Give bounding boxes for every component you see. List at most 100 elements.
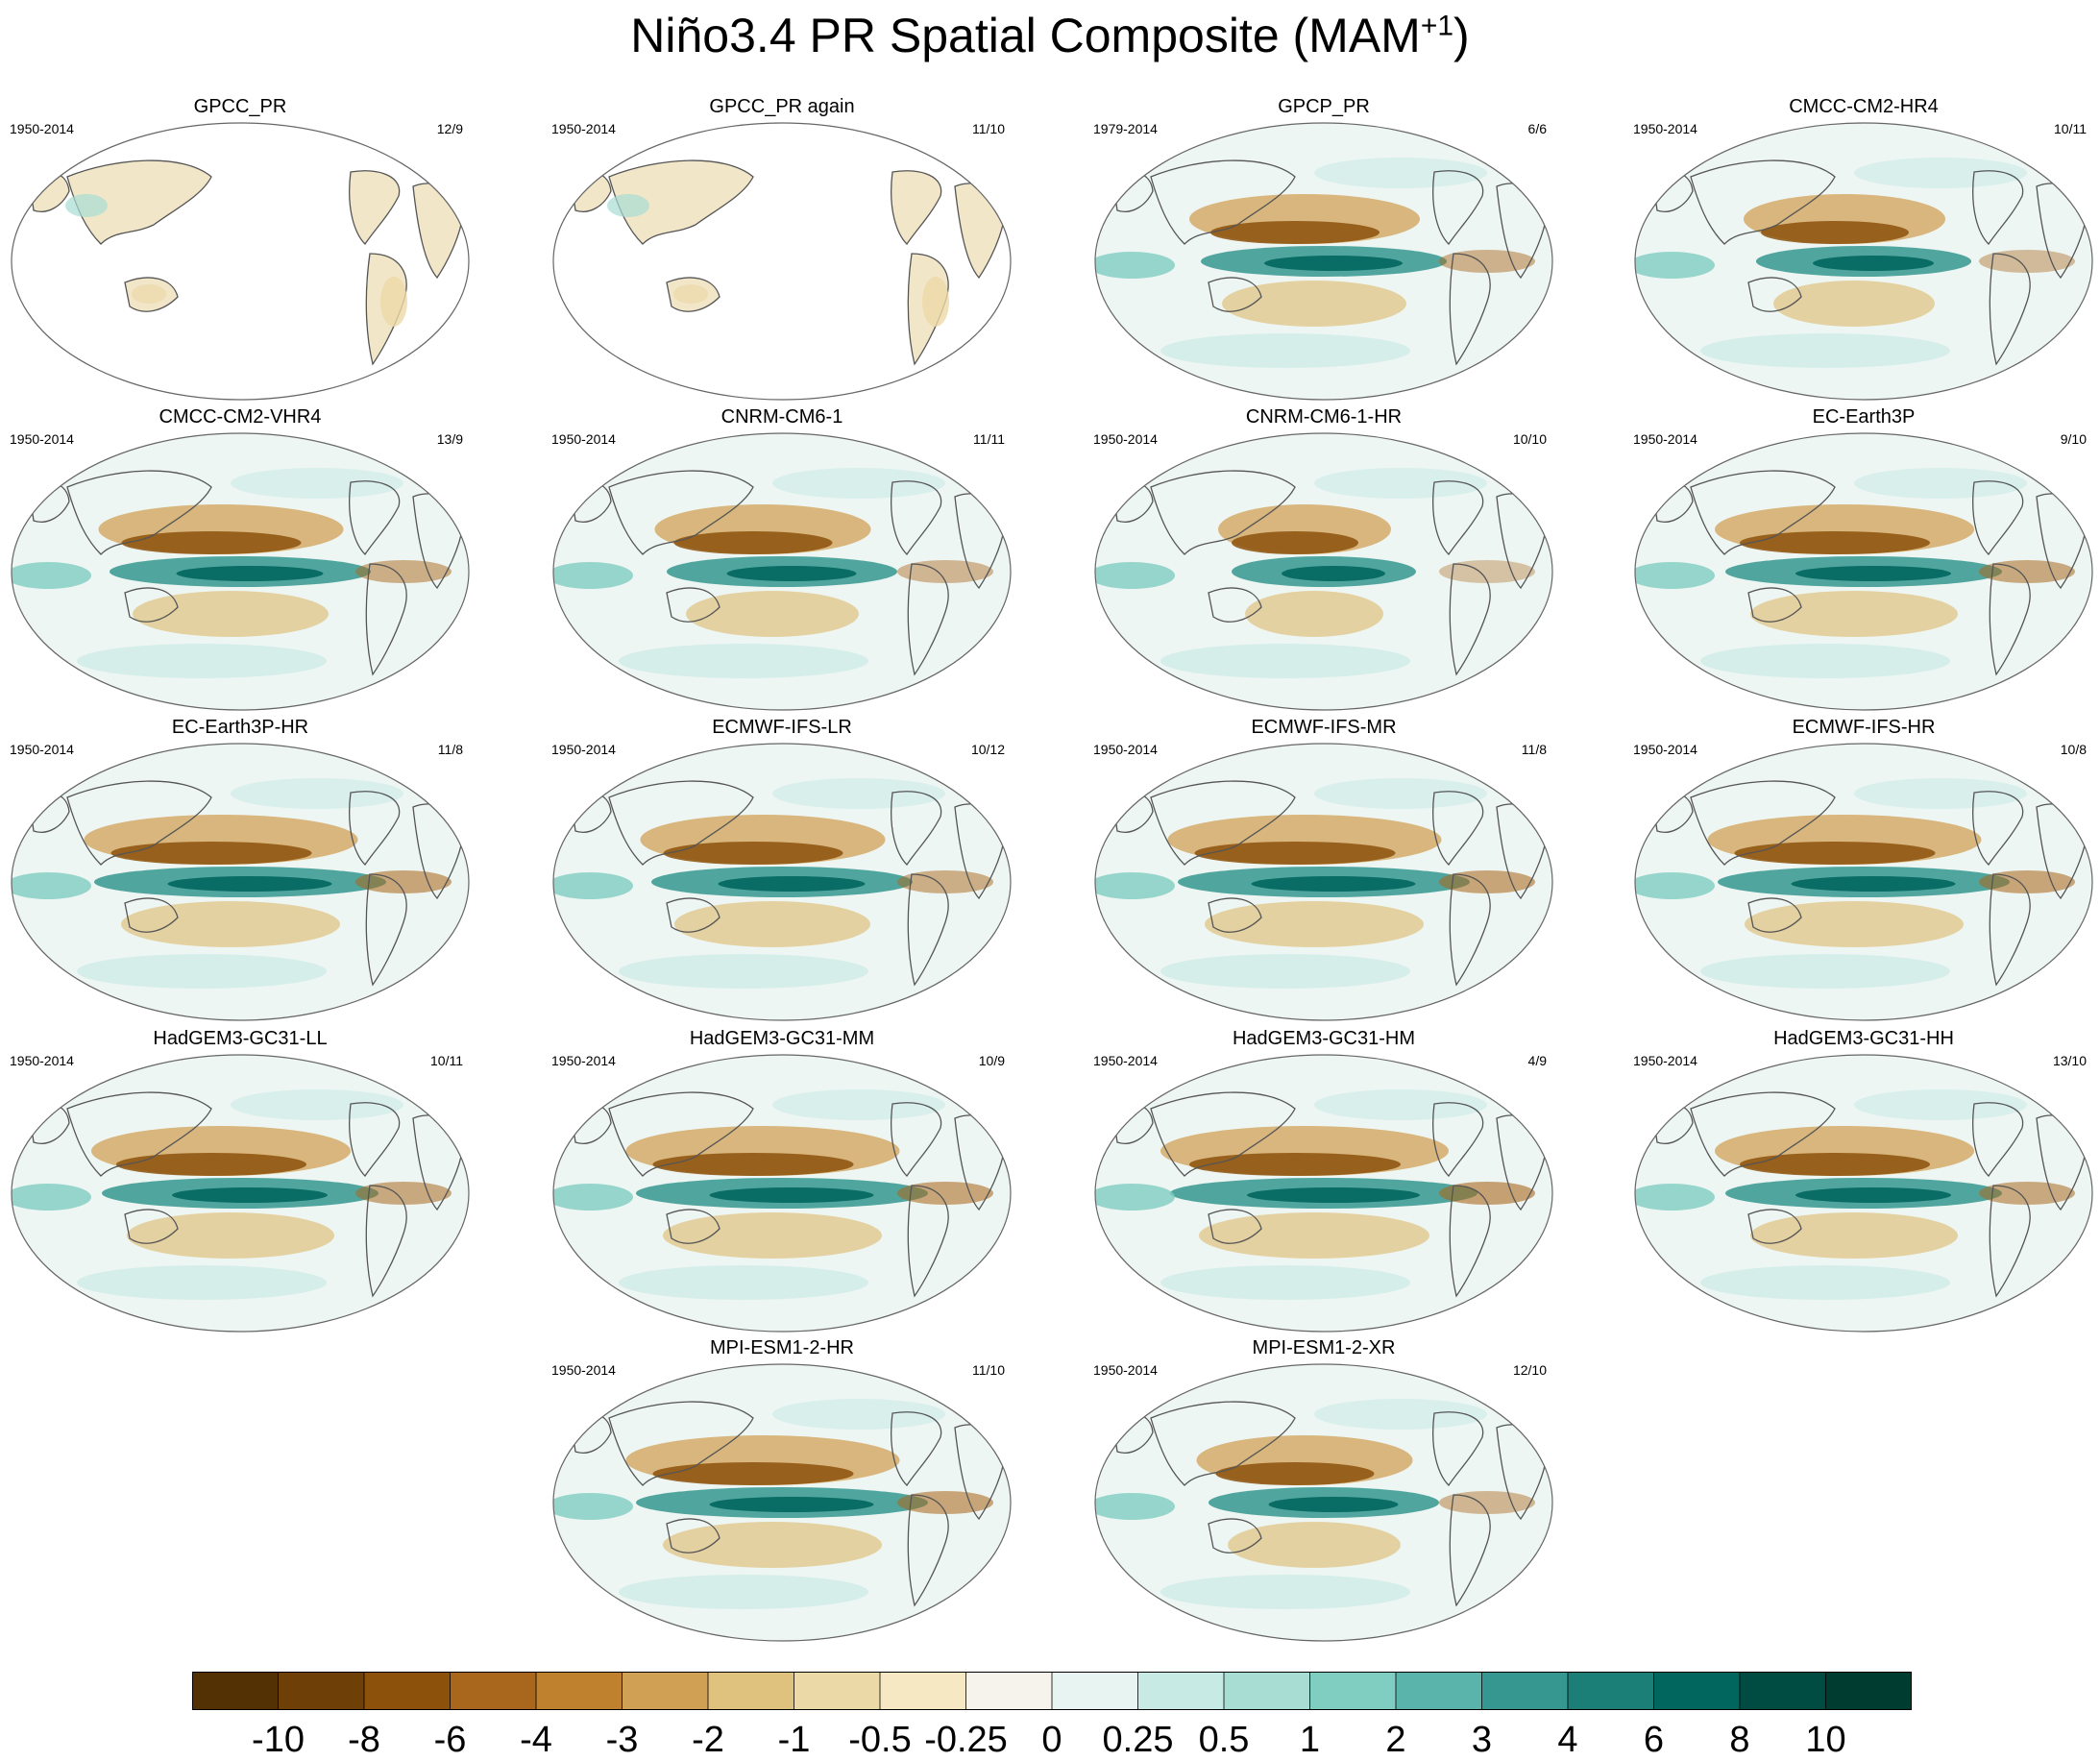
wet-indian-ocean (1635, 1184, 1715, 1211)
dry-band-south (133, 591, 329, 637)
wet-southern-band (77, 954, 327, 989)
map-background (12, 123, 469, 400)
wet-southern-band (1700, 954, 1950, 989)
wet-core-equator (167, 876, 332, 892)
continent-outline (891, 170, 942, 246)
continent-outline (1972, 1102, 2024, 1178)
wet-core-equator (172, 1187, 328, 1203)
panel-years: 1950-2014 (1633, 742, 1697, 757)
map-panel: MPI-ESM1-2-XR 1950-2014 12/10 (1093, 1337, 1564, 1645)
panel-years: 1950-2014 (10, 742, 74, 757)
dry-atlantic (355, 1182, 452, 1205)
map-projection (552, 1363, 1012, 1642)
wet-southern-band (77, 644, 327, 678)
continent-outline (891, 1411, 942, 1487)
continent-outline (66, 780, 212, 866)
wet-northern-band (772, 468, 945, 499)
continent-outline (1208, 897, 1262, 933)
colorbar-tick-label: -3 (605, 1720, 639, 1760)
colorbar-swatch (1309, 1672, 1397, 1710)
dry-core-north (673, 531, 833, 554)
colorbar-tick-label: -2 (692, 1720, 724, 1760)
dry-atlantic (897, 560, 993, 583)
colorbar-tick-label: -1 (777, 1720, 811, 1760)
panel-event-counts: 10/10 (1512, 431, 1547, 447)
wet-core-equator (709, 1187, 874, 1203)
land-anomaly (132, 284, 166, 304)
colorbar-swatch (278, 1672, 365, 1710)
dry-band-south (121, 901, 340, 947)
dry-band-south (1199, 1212, 1429, 1259)
map-panel: EC-Earth3P 1950-2014 9/10 (1633, 406, 2100, 714)
continent-outline (1432, 1102, 1484, 1178)
colorbar-swatch (1396, 1672, 1482, 1710)
continent-outline (1747, 897, 1802, 933)
colorbar-tick-label: -8 (348, 1720, 380, 1760)
continent-outline (1150, 470, 1296, 555)
colorbar-tick-label: 4 (1557, 1720, 1578, 1760)
continent-outline (891, 1102, 942, 1178)
colorbar-swatch (1481, 1672, 1569, 1710)
dry-band-south (663, 1522, 882, 1568)
colorbar-swatch (794, 1672, 881, 1710)
continent-outline (907, 1494, 949, 1607)
map-border (1634, 432, 2093, 711)
map-projection (11, 743, 470, 1021)
continent-outline (907, 873, 949, 987)
dry-core-north (1215, 1462, 1375, 1485)
dry-atlantic (1979, 250, 2075, 273)
continent-outline (66, 470, 212, 555)
continent-outline (66, 159, 212, 245)
map-background (553, 123, 1011, 400)
map-projection (11, 432, 470, 711)
map-projection (552, 432, 1012, 711)
panel-event-counts: 13/9 (436, 431, 463, 447)
wet-northern-band (231, 778, 403, 809)
colorbar-swatch (1137, 1672, 1225, 1710)
panel-title: EC-Earth3P (1812, 406, 1916, 428)
colorbar-tick-label: -4 (520, 1720, 552, 1760)
land-anomaly (65, 194, 108, 217)
map-panel: GPCC_PR again 1950-2014 11/10 (551, 96, 1022, 404)
continent-outline (1449, 253, 1491, 366)
continent-outline (1208, 1209, 1262, 1244)
wet-northern-band (1314, 1089, 1487, 1120)
dry-core-north (1194, 842, 1396, 865)
dry-core-north (1740, 531, 1930, 554)
panel-event-counts: 10/12 (970, 742, 1005, 757)
dry-band-south (1750, 1212, 1958, 1259)
colorbar-swatch (364, 1672, 451, 1710)
map-projection (1634, 122, 2093, 401)
panel-years: 1950-2014 (1093, 431, 1158, 447)
panel-title: ECMWF-IFS-LR (712, 717, 852, 738)
dry-core-north (1210, 221, 1380, 244)
continent-outline (365, 873, 407, 987)
wet-southern-band (619, 1575, 868, 1609)
figure-title: Niño3.4 PR Spatial Composite (MAM+1) (0, 8, 2100, 63)
continent-outline (1972, 791, 2024, 867)
wet-southern-band (619, 1265, 868, 1300)
map-projection (11, 122, 470, 401)
continent-outline (907, 563, 949, 676)
panel-title: HadGEM3-GC31-HH (1773, 1028, 1954, 1049)
wet-southern-band (1160, 1575, 1410, 1609)
dry-core-north (116, 1153, 306, 1176)
dry-atlantic (1979, 1182, 2075, 1205)
map-border (552, 743, 1012, 1021)
map-border (11, 1054, 470, 1333)
wet-northern-band (772, 1089, 945, 1120)
continent-outline (1747, 1209, 1802, 1244)
panel-event-counts: 10/11 (430, 1053, 463, 1068)
panel-title: HadGEM3-GC31-HM (1232, 1028, 1416, 1049)
continent-outline (1150, 1091, 1296, 1177)
panel-title: ECMWF-IFS-MR (1251, 717, 1397, 738)
continent-outline (124, 587, 179, 623)
panel-event-counts: 4/9 (1527, 1053, 1547, 1068)
map-border (1634, 743, 2093, 1021)
continent-outline (124, 1209, 179, 1244)
map-projection (1094, 1363, 1553, 1642)
map-projection (1634, 1054, 2093, 1333)
map-panel: EC-Earth3P-HR 1950-2014 11/8 (10, 717, 480, 1024)
wet-indian-ocean (1635, 252, 1715, 279)
wet-northern-band (772, 1399, 945, 1430)
